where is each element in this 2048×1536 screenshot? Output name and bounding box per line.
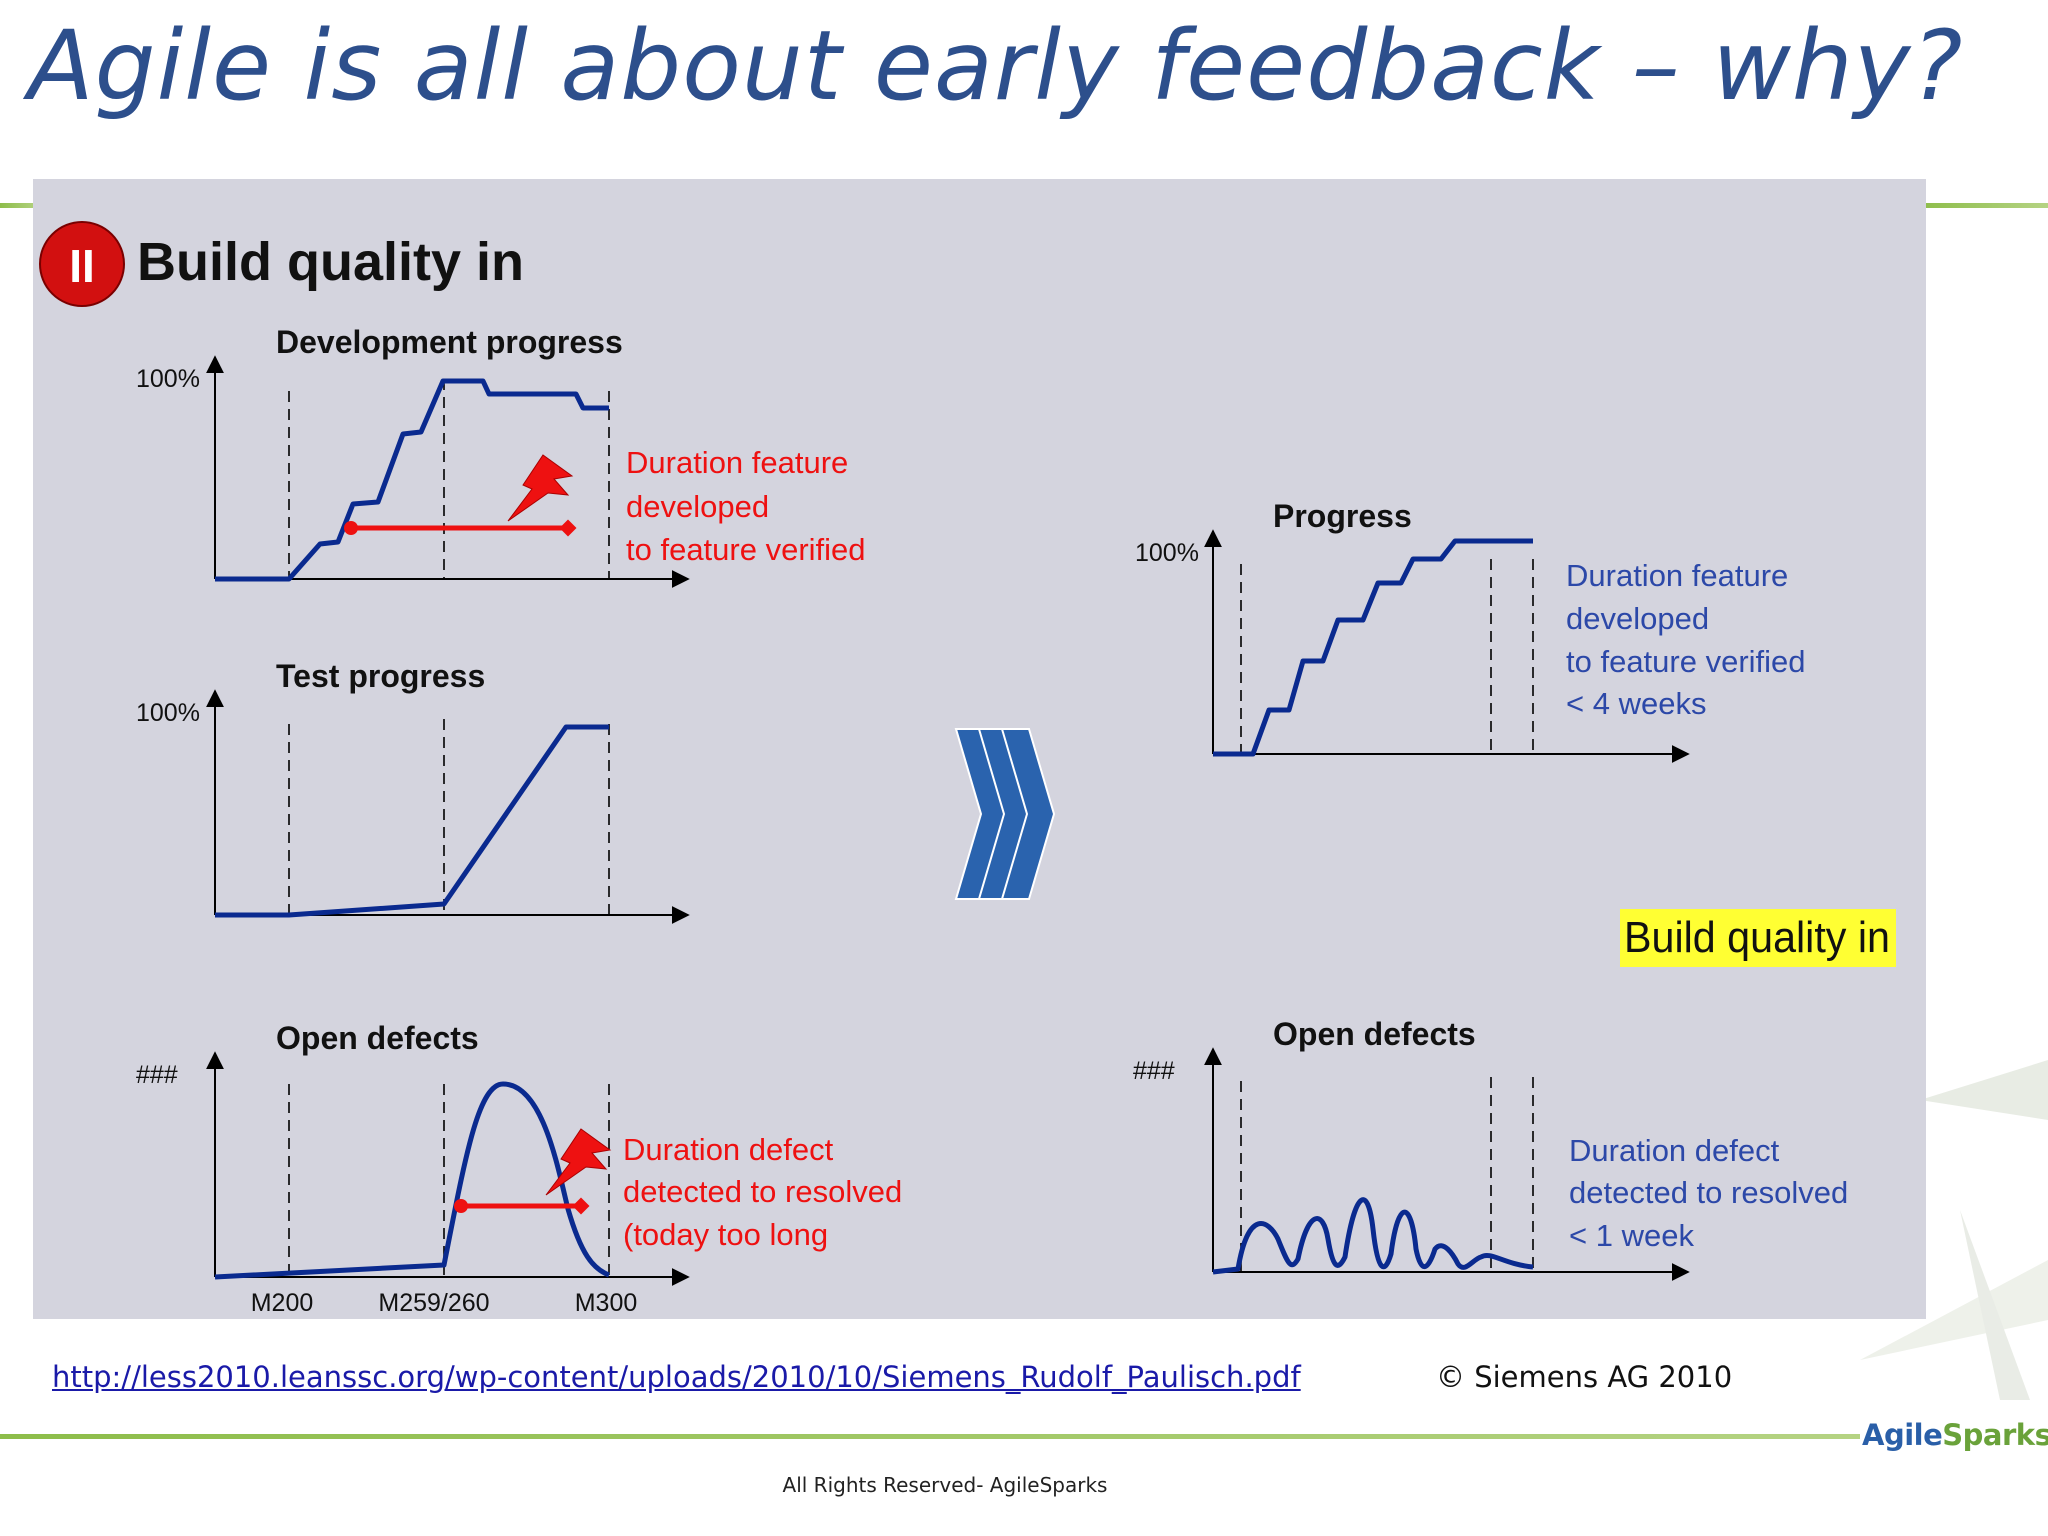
diagram-panel: II Build quality in Development progress…	[33, 179, 1926, 1319]
chart-open-defects-before: Open defects ### Duration defect detecte…	[136, 1020, 911, 1317]
chart-dev-progress: Development progress 100% Duration featu…	[136, 324, 866, 588]
badge-icon: II	[39, 221, 125, 307]
test-y-label: 100%	[136, 699, 200, 727]
defects-line	[214, 1081, 610, 1280]
panel-heading: Build quality in	[137, 232, 524, 292]
milestone-label: M259/260	[378, 1289, 489, 1317]
chart-test-progress: Test progress 100%	[136, 658, 690, 924]
defects-after-title: Open defects	[1273, 1016, 1476, 1052]
defects-annotation: Duration defect detected to resolved (to…	[623, 1132, 911, 1252]
top-rule-left	[0, 203, 40, 208]
dev-annotation: Duration feature developed to feature ve…	[626, 445, 866, 567]
highlight-label: Build quality in	[1624, 913, 1890, 962]
defects-after-line	[1212, 1197, 1534, 1275]
defects-chart-title: Open defects	[276, 1020, 479, 1056]
lightning-icon	[545, 1128, 612, 1196]
top-rule-right	[1920, 203, 2048, 208]
dev-duration-end	[559, 519, 577, 537]
lightning-icon	[507, 454, 574, 522]
progress-chart-title: Progress	[1273, 498, 1412, 534]
dev-duration-start	[344, 521, 358, 535]
defects-after-annotation: Duration defect detected to resolved < 1…	[1569, 1133, 1857, 1253]
defects-after-y-label: ###	[1133, 1057, 1175, 1085]
highlight-box	[1620, 909, 1896, 967]
dev-chart-title: Development progress	[276, 324, 623, 360]
chevron-arrows-icon	[954, 728, 1056, 900]
test-chart-title: Test progress	[276, 658, 485, 694]
slide-title: Agile is all about early feedback – why?	[28, 10, 1964, 122]
progress-y-label: 100%	[1135, 539, 1199, 567]
defects-y-label: ###	[136, 1061, 178, 1089]
defects-duration-end	[572, 1197, 590, 1215]
agilesparks-logo: AgileSparks	[1862, 1418, 2048, 1452]
decorative-swoosh	[1860, 1060, 2048, 1400]
milestone-label: M200	[251, 1289, 314, 1317]
defects-duration-start	[454, 1199, 468, 1213]
bottom-rule	[0, 1434, 1860, 1439]
dev-y-label: 100%	[136, 365, 200, 393]
test-progress-line	[215, 724, 609, 918]
chart-progress-after: Progress 100% Duration feature developed…	[1135, 498, 1814, 763]
dev-progress-line	[215, 378, 609, 582]
source-link[interactable]: http://less2010.leanssc.org/wp-content/u…	[52, 1360, 1301, 1394]
footer-text: All Rights Reserved- AgileSparks	[782, 1473, 1108, 1497]
milestone-label: M300	[575, 1289, 638, 1317]
progress-line	[1213, 538, 1533, 757]
progress-annotation: Duration feature developed to feature ve…	[1566, 558, 1814, 721]
chart-open-defects-after: Open defects ### Duration defect detecte…	[1133, 1016, 1857, 1281]
copyright-text: © Siemens AG 2010	[1436, 1360, 1733, 1394]
badge-label: II	[69, 240, 95, 292]
